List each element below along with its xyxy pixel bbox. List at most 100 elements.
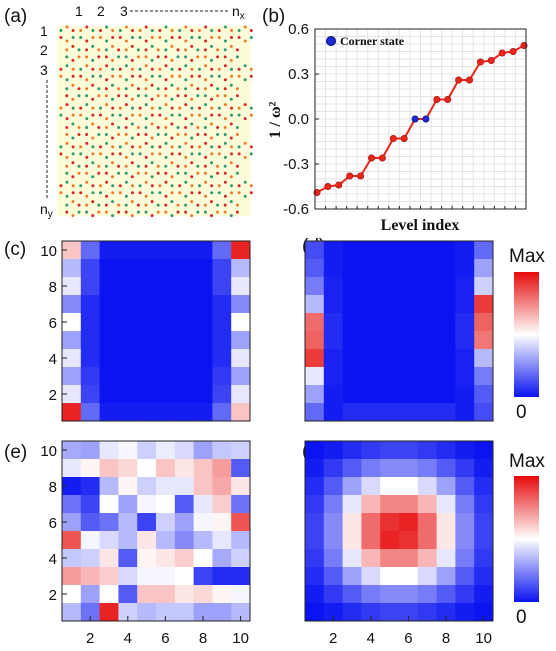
heatmap-cell [455, 531, 475, 550]
data-point [465, 76, 473, 84]
heatmap-cell [174, 603, 194, 622]
lattice-site [164, 48, 168, 52]
heatmap-cell [80, 367, 100, 386]
heatmap-cell [231, 259, 251, 278]
heatmap-cell [62, 313, 82, 332]
heatmap-cell [212, 259, 232, 278]
lattice-site [184, 39, 188, 43]
lattice-site [249, 145, 253, 149]
lattice-site [216, 203, 220, 207]
lattice-site [235, 87, 239, 91]
heatmap-cell [474, 603, 494, 622]
heatmap-cell [174, 567, 194, 586]
lattice-site [144, 171, 148, 175]
lattice-site [156, 126, 160, 129]
heatmap-cell [399, 385, 419, 404]
heatmap-cell [417, 585, 437, 604]
lattice-site [237, 113, 241, 117]
lattice-site [79, 191, 83, 195]
lattice-site [71, 44, 75, 48]
lattice-site [170, 152, 174, 156]
heatmap-cell [399, 277, 419, 296]
corner-state-point [422, 115, 430, 123]
heatmap-cell [118, 313, 138, 332]
lattice-site [144, 180, 148, 184]
lattice-site [210, 122, 213, 126]
heatmap-d [304, 240, 494, 422]
heatmap-cell [323, 295, 343, 314]
y-tick-label: 8 [49, 479, 57, 496]
lattice-site [124, 194, 128, 198]
heatmap-cell [361, 513, 381, 532]
lattice-site [59, 67, 63, 71]
y-tick-label: 2 [49, 387, 57, 404]
lattice-site [150, 74, 154, 78]
heatmap-cell [156, 385, 176, 404]
heatmap-cell [417, 241, 437, 260]
corner-state-point [411, 115, 419, 123]
heatmap-frame [304, 440, 494, 622]
lattice-site [210, 29, 214, 32]
lattice-site [71, 184, 75, 188]
heatmap-cell [212, 495, 232, 514]
lattice-site [77, 133, 81, 136]
heatmap-cell [62, 331, 82, 350]
heatmap-cell [62, 277, 82, 296]
heatmap-cell [474, 385, 494, 404]
lattice-site [71, 58, 75, 62]
y-tick-label: 0.6 [288, 21, 309, 38]
lattice-site [164, 25, 168, 29]
colorbar-bottom-min-label: 0 [516, 607, 527, 628]
lattice-site [216, 171, 220, 175]
heatmap-cell [323, 259, 343, 278]
heatmap-cell [118, 495, 138, 514]
lattice-site [124, 87, 128, 91]
lattice-site [130, 161, 134, 165]
lattice-site [164, 117, 168, 121]
lattice-site [91, 113, 95, 117]
heatmap-cell [305, 531, 325, 550]
lattice-site [130, 97, 134, 101]
lattice-site [91, 191, 95, 195]
lattice-site [150, 122, 154, 126]
heatmap-cell [212, 441, 232, 460]
lattice-site [79, 36, 83, 39]
lattice-site [124, 94, 128, 98]
heatmap-cell [361, 495, 381, 514]
lattice-site [59, 145, 63, 149]
lattice-site [144, 203, 148, 207]
lattice-site [190, 152, 194, 156]
lattice-site [79, 184, 83, 188]
heatmap-cell [156, 603, 176, 622]
lattice-site [190, 191, 194, 195]
lattice-site [65, 94, 69, 98]
heatmap-cell [399, 295, 419, 314]
lattice-site [124, 180, 128, 184]
heatmap-cell [174, 513, 194, 532]
lattice-site [204, 194, 208, 198]
heatmap-cell [62, 549, 82, 568]
lattice-site [176, 55, 180, 59]
heatmap-cell [99, 241, 119, 260]
lattice-site [104, 48, 108, 52]
heatmap-cell [436, 459, 456, 478]
lattice-site [156, 55, 160, 59]
heatmap-cell [399, 459, 419, 478]
lattice-site [176, 203, 180, 207]
lattice-site [118, 184, 122, 188]
lattice-site [229, 97, 233, 101]
heatmap-cell [174, 385, 194, 404]
lattice-site [144, 94, 148, 98]
lattice-site [249, 113, 253, 117]
lattice-site [243, 103, 247, 107]
lattice-site [99, 191, 102, 195]
heatmap-cell [212, 331, 232, 350]
heatmap-cell [156, 241, 176, 260]
heatmap-cell [137, 241, 157, 260]
lattice-site [131, 191, 134, 195]
lattice-site [170, 36, 174, 39]
heatmap-cell [305, 385, 325, 404]
lattice-site [223, 103, 227, 107]
heatmap-cell [174, 295, 194, 314]
lattice-site [91, 83, 95, 87]
